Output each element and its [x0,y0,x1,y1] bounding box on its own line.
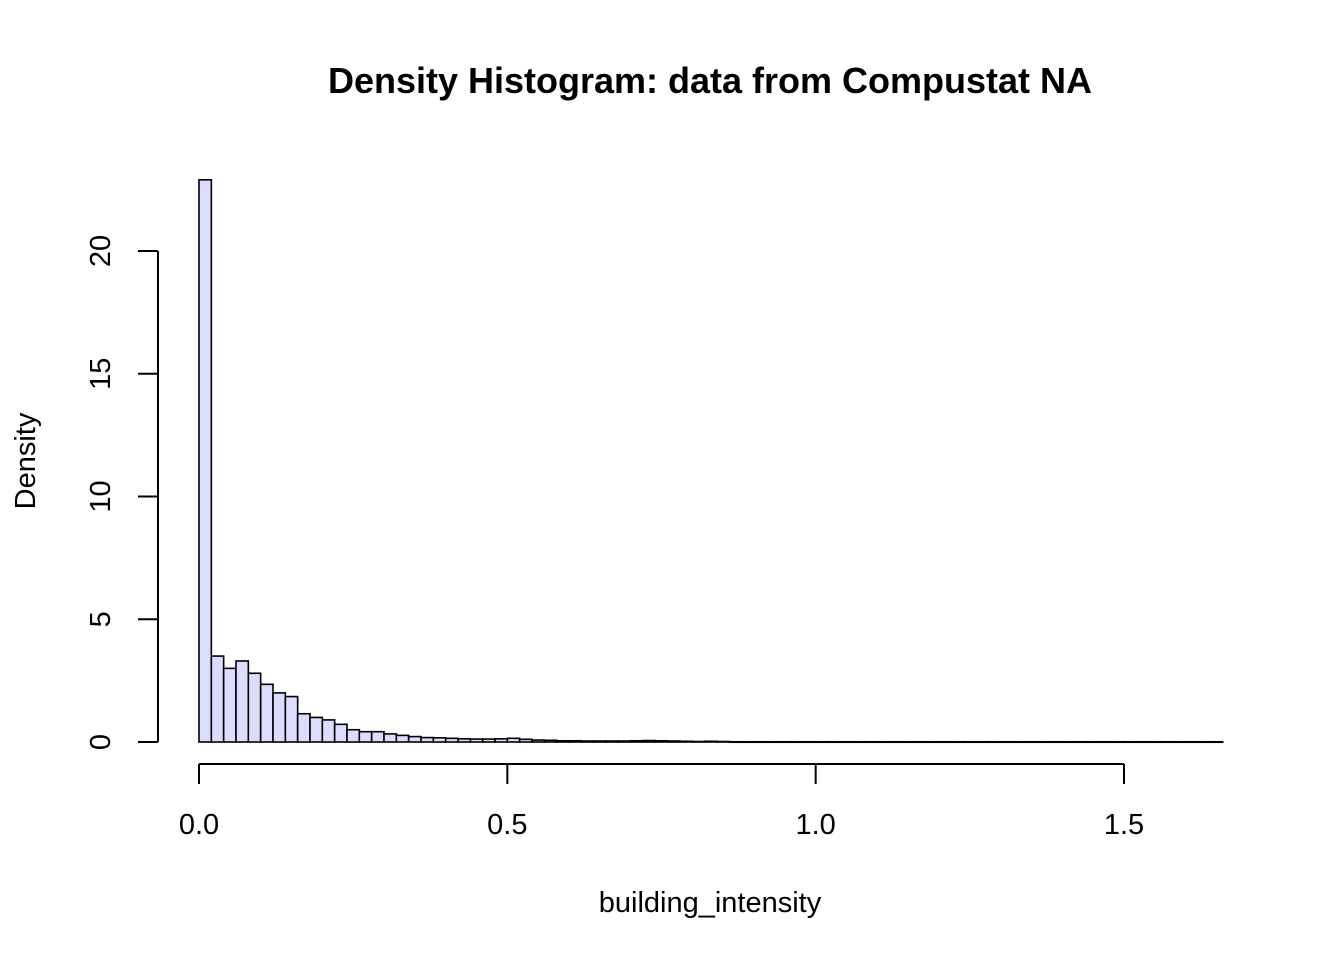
histogram-bar [346,728,361,743]
histogram-bar [987,740,1002,744]
histogram-bar [962,740,977,744]
histogram-bar [999,740,1014,744]
histogram-bar [629,739,644,743]
histogram-bar [617,740,632,743]
histogram-bar [1160,740,1175,744]
histogram-bar [555,739,570,743]
histogram-bar [1135,740,1150,744]
histogram-bar [1184,740,1199,744]
histogram-bar [309,716,324,743]
histogram-bar [876,740,891,744]
histogram-bar [333,723,348,743]
histogram-bars [198,179,1224,744]
histogram-bar [506,737,521,743]
histogram-bar [1098,740,1113,744]
histogram-bar [370,730,385,743]
histogram-bar [1024,740,1039,744]
histogram-bar [1172,740,1187,744]
histogram-bar [716,740,731,743]
histogram-bar [235,660,250,743]
histogram-bar [481,738,496,743]
y-tick-label: 15 [85,358,117,390]
histogram-bar [321,719,336,743]
histogram-bar [925,740,940,744]
histogram-bar [864,740,879,744]
chart-title: Density Histogram: data from Compustat N… [328,60,1092,101]
histogram-bar [1197,740,1212,744]
histogram-bar [580,740,595,743]
histogram-bar [494,738,509,743]
histogram-bar [383,733,398,743]
histogram-bar [913,740,928,744]
histogram-bar [765,740,780,744]
histogram-bar [543,739,558,743]
histogram-bar [753,740,768,744]
histogram-bar [1012,740,1027,744]
histogram-bar [1110,740,1125,744]
histogram-bar [420,736,435,743]
histogram-bar [814,740,829,744]
histogram-bar [666,740,681,743]
histogram-bar [395,734,410,743]
histogram-bar [728,740,743,744]
histogram-bar [642,739,657,743]
histogram-bar [1147,740,1162,744]
histogram-bar [839,740,854,744]
y-tick-label: 10 [85,480,117,512]
histogram-bar [827,740,842,744]
histogram-bar [777,740,792,744]
histogram-bar [531,739,546,743]
histogram-bar [469,738,484,743]
histogram-bar [518,738,533,743]
histogram-bar [1123,740,1138,744]
x-tick-label: 1.0 [796,809,836,841]
histogram-bar [605,740,620,743]
histogram-bar [938,740,953,744]
histogram-bar [457,738,472,743]
y-axis: 0 5 10 15 20 [85,235,159,750]
histogram-bar [358,730,373,743]
histogram-bar [210,655,225,743]
histogram-bar [851,740,866,744]
histogram-bar [790,740,805,744]
y-axis-label: Density [10,412,42,509]
histogram-bar [444,737,459,743]
x-axis: 0.0 0.5 1.0 1.5 [179,763,1144,841]
histogram-bar [296,712,311,743]
x-tick-label: 0.0 [179,809,219,841]
histogram-bar [247,672,262,743]
histogram-bar [740,740,755,744]
histogram-bar [1073,740,1088,744]
histogram-bar [1209,740,1224,744]
histogram-bar [679,740,694,743]
y-tick-label: 5 [85,611,117,627]
histogram-bar [802,740,817,744]
histogram-bar [1036,740,1051,744]
histogram-bar [1061,740,1076,744]
histogram-bar [568,739,583,743]
histogram-bar [1049,740,1064,744]
y-tick-label: 0 [85,734,117,750]
x-tick-label: 1.5 [1104,809,1144,841]
histogram-bar [592,740,607,743]
y-tick-label: 20 [85,235,117,267]
histogram-bar [901,740,916,744]
histogram-bar [222,667,237,743]
histogram-bar [975,740,990,744]
x-axis-label: building_intensity [599,887,822,919]
histogram-bar [198,179,213,743]
histogram-bar [654,739,669,743]
histogram-bar [888,740,903,744]
histogram-bar [1086,740,1101,744]
histogram-bar [950,740,965,744]
histogram-bar [691,740,706,743]
histogram-bar [272,692,287,743]
x-tick-label: 0.5 [487,809,527,841]
histogram-bar [259,683,274,743]
histogram-bar [432,737,447,743]
histogram-bar [703,740,718,743]
histogram-bar [407,735,422,743]
histogram-bar [284,695,299,743]
